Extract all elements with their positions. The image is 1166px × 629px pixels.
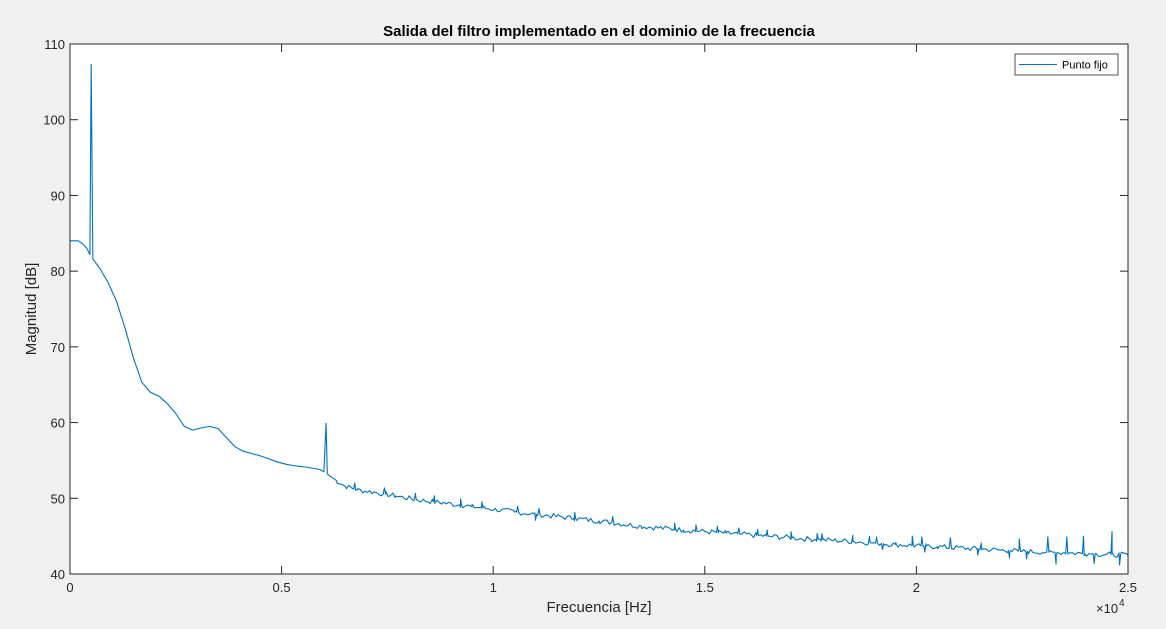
x-tick-label: 1 xyxy=(490,580,497,595)
x-tick-label: 2 xyxy=(913,580,920,595)
x-exponent-base: ×10 xyxy=(1096,601,1118,616)
x-tick-label: 0 xyxy=(66,580,73,595)
legend: Punto fijo xyxy=(1015,54,1118,75)
y-tick-label: 90 xyxy=(51,188,65,203)
x-axis-label: Frecuencia [Hz] xyxy=(546,599,651,616)
y-tick-label: 80 xyxy=(51,264,65,279)
y-tick-label: 60 xyxy=(51,416,65,431)
y-tick-label: 50 xyxy=(51,491,65,506)
y-tick-label: 110 xyxy=(44,37,65,52)
axes-background xyxy=(70,44,1128,574)
x-tick-label: 2.5 xyxy=(1119,580,1137,595)
x-exponent-power: 4 xyxy=(1119,598,1125,609)
y-tick-label: 40 xyxy=(51,567,65,582)
chart-title: Salida del filtro implementado en el dom… xyxy=(383,23,815,40)
x-tick-label: 1.5 xyxy=(696,580,714,595)
y-tick-label: 100 xyxy=(43,113,65,128)
legend-entry-punto-fijo: Punto fijo xyxy=(1062,60,1108,72)
y-tick-label: 70 xyxy=(51,340,65,355)
x-tick-label: 0.5 xyxy=(273,580,291,595)
y-axis-label: Magnitud [dB] xyxy=(23,263,40,356)
